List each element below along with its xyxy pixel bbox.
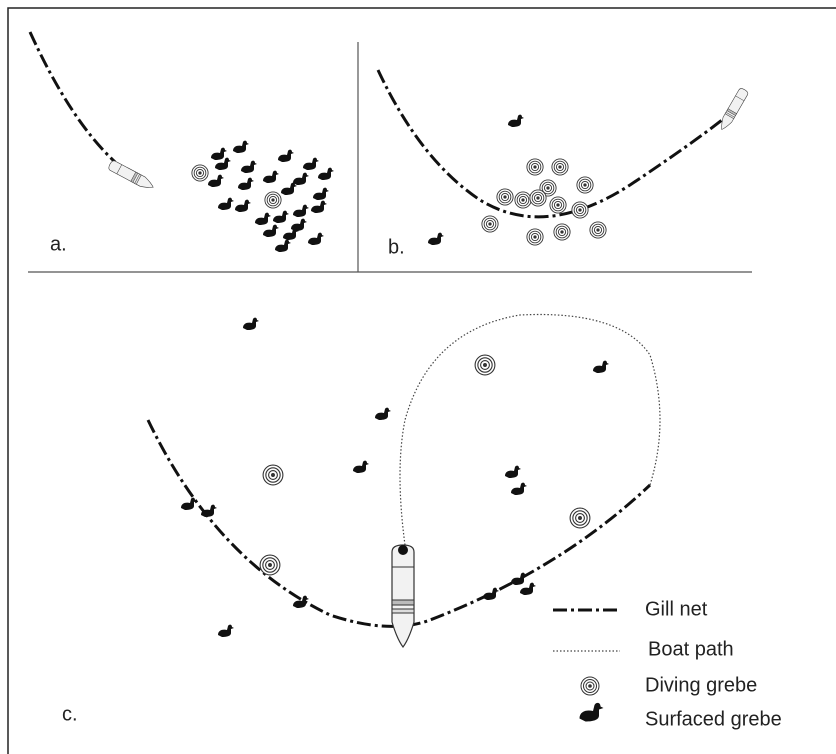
surfaced-grebe [263,170,279,183]
surfaced-grebe [243,317,259,330]
diving-grebe [526,228,544,246]
surfaced-grebe [318,167,334,180]
surfaced-grebe [313,187,329,200]
diving-grebe [569,507,591,529]
surfaced-grebe [303,157,319,170]
surfaced-grebe [241,160,257,173]
diving-grebe [571,201,589,219]
diving-grebe [529,189,547,207]
diving-grebe [553,223,571,241]
surfaced-grebe [181,497,197,510]
diving-grebe [526,158,544,176]
surfaced-grebe [511,572,527,585]
diving-grebe [259,554,281,576]
legend-label: Surfaced grebe [645,708,782,730]
diving-grebe [576,176,594,194]
legend-label: Diving grebe [645,674,757,696]
surfaced-grebe [353,460,369,473]
surfaced-grebe [218,624,234,637]
surfaced-grebe [281,182,297,195]
surfaced-grebe [511,482,527,495]
gill-net [146,419,652,628]
surfaced-grebe [483,587,499,600]
surfaced-grebe [311,200,327,213]
diving-grebe [262,464,284,486]
surfaced-grebe [283,227,299,240]
diving-grebe [514,191,532,209]
surfaced-grebe [263,224,279,237]
diving-grebe [474,354,496,376]
gill-net [28,31,117,164]
surfaced-grebe [235,199,251,212]
diving-grebe [496,188,514,206]
surfaced-grebe [428,232,444,245]
surfaced-grebe [593,360,609,373]
surfaced-grebe [278,149,294,162]
legend-label: Gill net [645,598,708,620]
diving-grebe [589,221,607,239]
panel-label: b. [388,236,405,258]
boat [717,86,750,133]
frame [7,7,836,754]
surfaced-grebe [505,465,521,478]
surfaced-grebe [293,172,309,185]
surfaced-grebe [255,212,271,225]
surfaced-grebe [275,239,291,252]
boat [391,544,415,648]
gill-net [376,69,723,219]
boat-path [399,313,661,546]
legend-surfaced [579,702,604,722]
surfaced-grebe [273,210,289,223]
diving-grebe [191,164,209,182]
surfaced-grebe [293,204,309,217]
surfaced-grebe [520,582,536,595]
surfaced-grebe [211,147,227,160]
panel-label: c. [62,703,78,725]
diving-grebe [549,196,567,214]
surfaced-grebe [308,232,324,245]
diving-grebe [264,191,282,209]
surfaced-grebe [375,407,391,420]
motor [398,545,408,555]
surfaced-grebe [201,504,217,517]
surfaced-grebe [233,140,249,153]
surfaced-grebe [208,174,224,187]
legend-label: Boat path [648,638,734,660]
surfaced-grebe [508,114,524,127]
surfaced-grebe [238,177,254,190]
diving-grebe [481,215,499,233]
diving-grebe [551,158,569,176]
panel-label: a. [50,233,67,255]
legend-diving [580,676,600,696]
surfaced-grebe [218,197,234,210]
boat [107,159,156,193]
